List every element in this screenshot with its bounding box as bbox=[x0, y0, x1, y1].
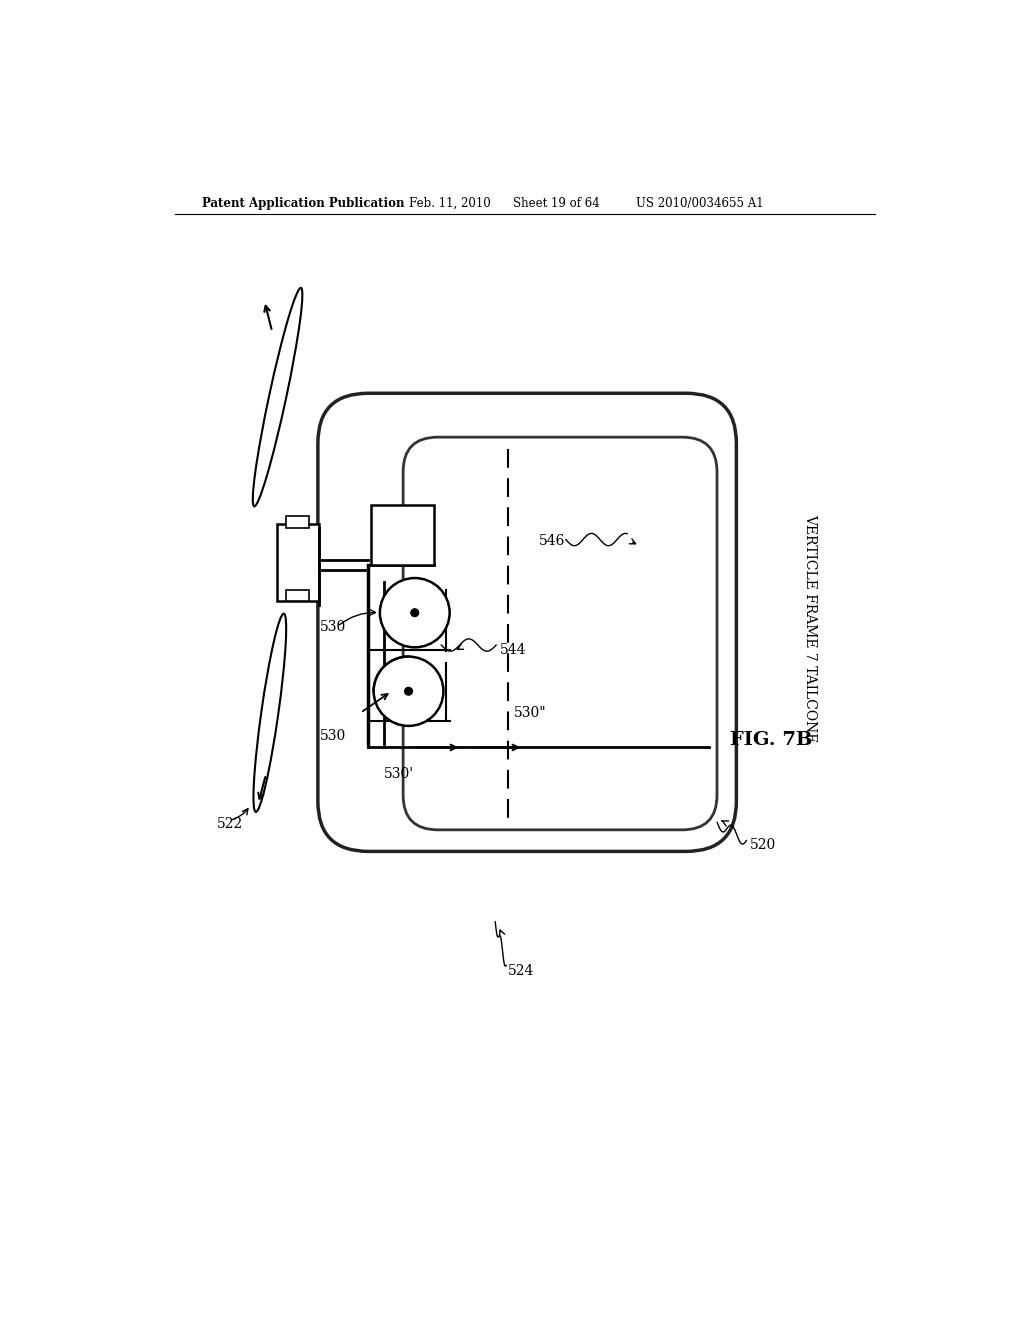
Bar bbox=[276, 524, 319, 601]
FancyBboxPatch shape bbox=[317, 393, 736, 851]
Text: Sheet 19 of 64: Sheet 19 of 64 bbox=[513, 197, 600, 210]
Text: 520: 520 bbox=[750, 838, 776, 853]
Text: FIG. 7B: FIG. 7B bbox=[730, 731, 812, 748]
Text: 530: 530 bbox=[319, 619, 346, 634]
Circle shape bbox=[411, 609, 419, 616]
Text: 530: 530 bbox=[321, 729, 346, 743]
Text: 530': 530' bbox=[384, 767, 414, 781]
Text: US 2010/0034655 A1: US 2010/0034655 A1 bbox=[636, 197, 763, 210]
Ellipse shape bbox=[253, 288, 302, 507]
Circle shape bbox=[374, 656, 443, 726]
Circle shape bbox=[404, 688, 413, 696]
Circle shape bbox=[380, 578, 450, 647]
Text: Feb. 11, 2010: Feb. 11, 2010 bbox=[409, 197, 490, 210]
Ellipse shape bbox=[254, 614, 286, 812]
Text: Patent Application Publication: Patent Application Publication bbox=[202, 197, 404, 210]
Text: VERTICLE FRAME 7 TAILCONE: VERTICLE FRAME 7 TAILCONE bbox=[803, 513, 817, 742]
Bar bbox=[286, 590, 309, 601]
Bar bbox=[371, 506, 434, 565]
Text: 524: 524 bbox=[508, 964, 535, 978]
Text: 546: 546 bbox=[539, 535, 565, 548]
Text: 522: 522 bbox=[217, 817, 244, 832]
Text: 544: 544 bbox=[500, 643, 526, 656]
Bar bbox=[286, 516, 309, 528]
Text: 530": 530" bbox=[514, 706, 547, 719]
FancyBboxPatch shape bbox=[403, 437, 717, 830]
